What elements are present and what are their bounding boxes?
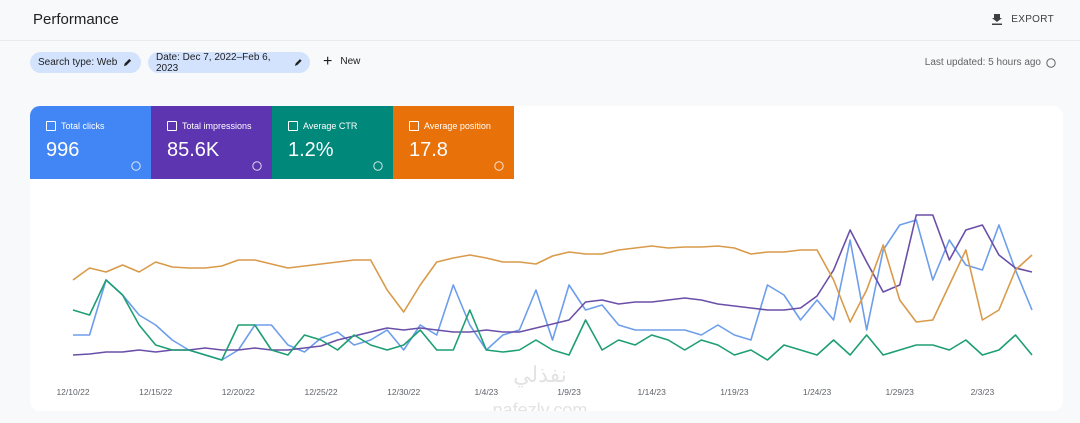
help-icon xyxy=(494,161,504,171)
x-tick-label: 12/25/22 xyxy=(304,387,337,397)
help-icon xyxy=(131,161,141,171)
metric-label: Average position xyxy=(409,121,514,131)
checkbox xyxy=(288,121,298,131)
metric-name: Average CTR xyxy=(303,121,358,131)
chart-panel: نفذلي nafezly.com 12/10/22 12/15/22 12/20/… xyxy=(30,106,1063,411)
metric-card[interactable]: Average position 17.8 xyxy=(393,106,514,179)
metric-card[interactable]: Total impressions 85.6K xyxy=(151,106,272,179)
help-icon xyxy=(1046,57,1056,68)
chip-label: Date: Dec 7, 2022–Feb 6, 2023 xyxy=(156,51,271,74)
x-tick-label: 12/15/22 xyxy=(139,387,172,397)
new-filter-button[interactable]: + New xyxy=(323,52,361,70)
x-tick-label: 1/29/23 xyxy=(886,387,915,397)
metric-value: 996 xyxy=(46,139,80,161)
x-tick-label: 1/4/23 xyxy=(475,387,499,397)
metric-card[interactable]: Total clicks 996 xyxy=(30,106,151,179)
x-tick-label: 1/19/23 xyxy=(720,387,749,397)
watermark: nafezly.com xyxy=(493,400,588,411)
x-tick-label: 2/3/23 xyxy=(971,387,995,397)
metric-name: Total impressions xyxy=(182,121,252,131)
checkbox xyxy=(46,121,56,131)
metric-label: Total clicks xyxy=(46,121,151,131)
checkbox xyxy=(409,121,419,131)
last-updated-text: Last updated: 5 hours ago xyxy=(924,57,1041,68)
filter-chip[interactable]: Search type: Web xyxy=(30,52,141,73)
chart: نفذلي nafezly.com 12/10/22 12/15/22 12/20/… xyxy=(56,214,1033,411)
export-button[interactable]: EXPORT xyxy=(991,13,1054,25)
checkbox xyxy=(167,121,177,131)
help-icon xyxy=(252,161,262,171)
metric-label: Total impressions xyxy=(167,121,272,131)
download-icon xyxy=(992,14,1003,25)
chip-label: Search type: Web xyxy=(38,57,118,68)
divider xyxy=(0,40,1080,41)
export-label: EXPORT xyxy=(1011,13,1054,25)
metric-value: 17.8 xyxy=(409,139,448,161)
metric-card[interactable]: Average CTR 1.2% xyxy=(272,106,393,179)
metric-name: Average position xyxy=(424,121,491,131)
metric-name: Total clicks xyxy=(61,121,105,131)
x-tick-label: 12/10/22 xyxy=(56,387,89,397)
watermark: نفذلي xyxy=(513,362,567,387)
new-label: New xyxy=(340,56,361,67)
series-line xyxy=(72,214,1033,356)
x-tick-label: 12/30/22 xyxy=(387,387,420,397)
x-tick-label: 1/14/23 xyxy=(638,387,667,397)
series-line xyxy=(72,279,1033,361)
edit-icon xyxy=(294,59,302,66)
plus-icon: + xyxy=(323,52,333,70)
last-updated: Last updated: 5 hours ago xyxy=(925,57,1056,68)
series-line xyxy=(72,244,1033,323)
x-tick-label: 1/9/23 xyxy=(557,387,581,397)
x-tick-label: 12/20/22 xyxy=(222,387,255,397)
metric-value: 1.2% xyxy=(288,139,334,161)
metric-value: 85.6K xyxy=(167,139,220,161)
x-tick-label: 1/24/23 xyxy=(803,387,832,397)
filter-chip[interactable]: Date: Dec 7, 2022–Feb 6, 2023 xyxy=(148,51,310,74)
page-title: Performance xyxy=(33,11,119,28)
series-line xyxy=(73,219,1033,361)
help-icon xyxy=(373,161,383,171)
metric-label: Average CTR xyxy=(288,121,393,131)
edit-icon xyxy=(124,58,132,67)
